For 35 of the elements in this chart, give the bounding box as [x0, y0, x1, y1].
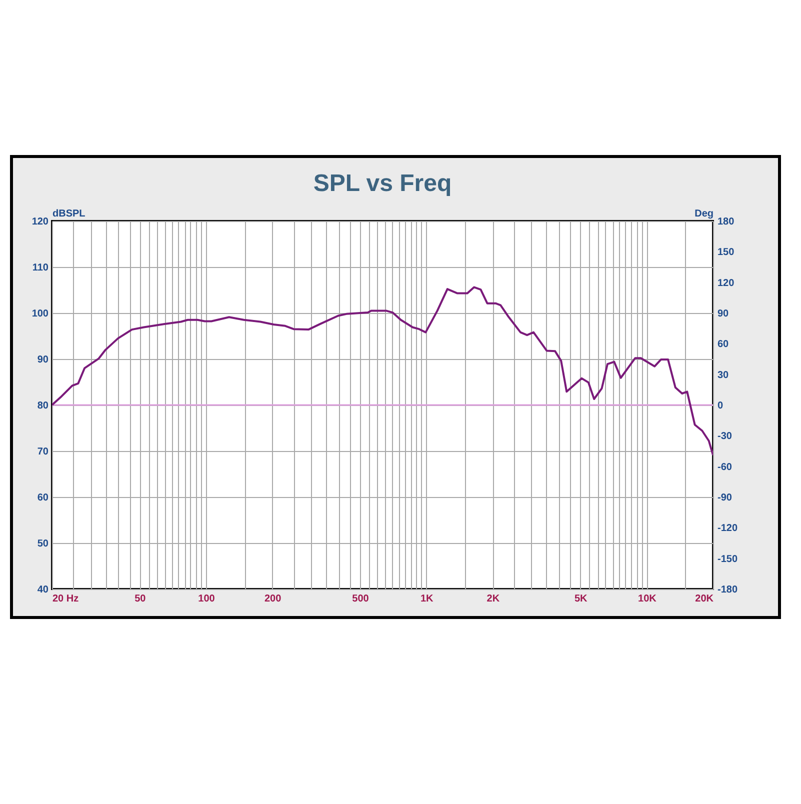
- y2-tick-label: 120: [718, 278, 735, 289]
- y2-tick-label: 180: [718, 216, 735, 228]
- x-tick-label: 2K: [486, 594, 500, 604]
- y-tick-label: 50: [37, 538, 49, 550]
- y2-tick-label: -120: [718, 523, 738, 534]
- x-tick-label: 200: [264, 594, 282, 604]
- y-axis-title: dBSPL: [52, 208, 86, 220]
- y-tick-label: 70: [37, 446, 49, 458]
- x-tick-label: 100: [198, 594, 216, 604]
- x-tick-label: 500: [352, 594, 370, 604]
- y2-tick-label: 0: [718, 400, 724, 412]
- y2-tick-label: -90: [718, 492, 732, 504]
- x-tick-label: 5K: [574, 594, 588, 604]
- y-tick-label: 40: [37, 584, 49, 596]
- y-tick-label: 90: [37, 354, 49, 366]
- x-tick-label: 1K: [420, 594, 434, 604]
- y-tick-label: 80: [37, 400, 49, 412]
- x-tick-label: 20K: [695, 594, 714, 604]
- y2-tick-label: 30: [718, 370, 730, 381]
- y2-axis-title: Deg: [694, 208, 714, 220]
- y-tick-label: 60: [37, 492, 49, 504]
- x-tick-label: 10K: [638, 594, 658, 604]
- y2-tick-label: -150: [718, 554, 738, 565]
- y-tick-label: 120: [32, 216, 49, 228]
- y2-tick-label: -60: [718, 462, 732, 473]
- y2-tick-label: -180: [718, 584, 738, 596]
- y-tick-label: 110: [32, 262, 49, 274]
- y2-tick-label: -30: [718, 431, 732, 442]
- chart-title: SPL vs Freq: [313, 170, 452, 197]
- y2-tick-label: 150: [718, 247, 735, 258]
- x-tick-label: 20 Hz: [52, 594, 79, 604]
- y2-tick-label: 90: [718, 308, 730, 320]
- x-tick-label: 50: [134, 594, 146, 604]
- y2-tick-label: 60: [718, 339, 730, 350]
- y-tick-label: 100: [32, 308, 49, 320]
